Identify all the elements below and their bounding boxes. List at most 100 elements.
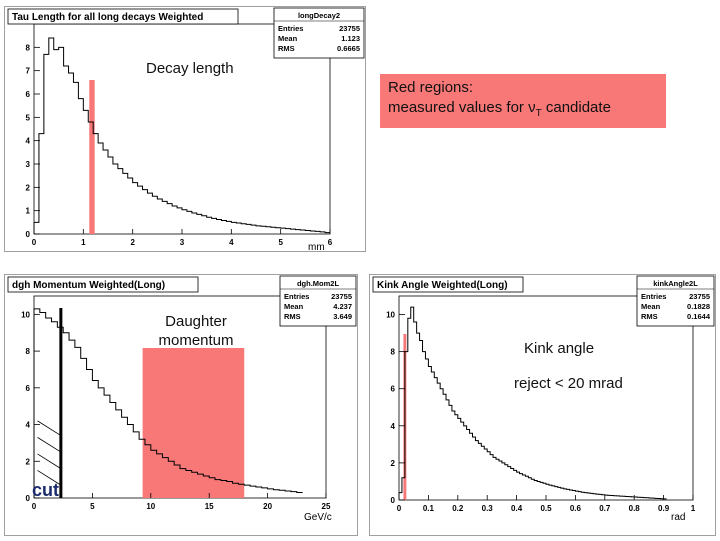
y-tick-label: 6 — [26, 90, 31, 99]
x-tick-label: 25 — [322, 502, 331, 511]
x-tick-label: 0.2 — [452, 504, 464, 513]
stats-key: Mean — [284, 302, 304, 311]
x-tick-label: 0.5 — [540, 504, 552, 513]
y-tick-label: 8 — [26, 43, 31, 52]
chart-title-box — [7, 276, 199, 293]
red-regions-box: Red regions: measured values for νT cand… — [380, 74, 666, 128]
x-tick-label: 5 — [278, 238, 283, 247]
red-regions-title: Red regions: — [388, 79, 474, 96]
x-tick-label: 0 — [397, 504, 402, 513]
histogram-line — [33, 37, 330, 234]
y-tick-label: 1 — [26, 207, 31, 216]
stats-key: Entries — [641, 292, 666, 301]
y-tick-label: 6 — [26, 384, 31, 393]
stats-value: 0.1828 — [687, 302, 710, 311]
x-tick-label: 4 — [229, 238, 234, 247]
x-tick-label: 0.1 — [423, 504, 435, 513]
x-axis-label: GeV/c — [304, 512, 332, 523]
x-tick-label: 1 — [81, 238, 86, 247]
panel-kink-angle: 0 0.1 0.2 0.3 0.4 0.5 0.6 0.7 0.8 0.9 1 0 2 4 6 8 10 Kink… — [369, 274, 716, 536]
stats-box — [636, 275, 715, 327]
x-tick-label: 10 — [146, 502, 155, 511]
cut-hatch — [37, 470, 62, 486]
stats-box — [273, 7, 365, 59]
y-tick-label: 10 — [21, 310, 30, 319]
x-axis-label: mm — [308, 242, 325, 252]
y-tick-label: 5 — [26, 113, 31, 122]
x-tick-label: 5 — [90, 502, 95, 511]
y-tick-label: 0 — [26, 494, 31, 503]
x-axis-label: rad — [671, 512, 685, 523]
stats-key: Mean — [641, 302, 661, 311]
chart-title: Tau Length for all long decays Weighted — [12, 12, 203, 23]
cut-hatch — [37, 453, 62, 469]
y-tick-label: 8 — [26, 347, 31, 356]
chart-title: Kink Angle Weighted(Long) — [377, 280, 508, 291]
cut-hatch — [37, 437, 62, 453]
cut-hatch — [37, 420, 62, 436]
stats-key: Mean — [278, 34, 298, 43]
histogram-line — [33, 308, 303, 498]
y-tick-label: 0 — [391, 496, 396, 505]
stats-name: kinkAngle2L — [653, 279, 698, 288]
x-tick-label: 15 — [205, 502, 214, 511]
stats-name: dgh.Mom2L — [297, 279, 339, 288]
x-tick-label: 2 — [130, 238, 135, 247]
stats-key: RMS — [278, 44, 295, 53]
y-tick-label: 4 — [391, 422, 396, 431]
histogram-line — [398, 306, 667, 500]
stats-name: longDecay2 — [298, 11, 340, 20]
stats-value: 23755 — [689, 292, 710, 301]
y-tick-label: 0 — [26, 230, 31, 239]
decay-length-label: Decay length — [146, 60, 234, 77]
x-tick-label: 0.3 — [482, 504, 494, 513]
stats-key: RMS — [284, 312, 301, 321]
stats-value: 0.6665 — [337, 44, 360, 53]
stats-value: 1.123 — [341, 34, 360, 43]
daughter-label-line1: Daughter — [165, 313, 227, 330]
x-tick-label: 1 — [691, 504, 696, 513]
reject-label: reject < 20 mrad — [514, 375, 623, 392]
x-tick-label: 0.8 — [629, 504, 641, 513]
stats-key: Entries — [278, 24, 303, 33]
y-tick-label: 3 — [26, 160, 31, 169]
cut-label: cut — [32, 480, 59, 500]
chart-title-box — [372, 276, 524, 293]
highlight-region — [89, 80, 95, 234]
y-tick-label: 7 — [26, 67, 31, 76]
y-tick-label: 6 — [391, 385, 396, 394]
kink-angle-label: Kink angle — [524, 340, 595, 357]
y-tick-label: 2 — [26, 457, 31, 466]
stats-value: 0.1644 — [687, 312, 711, 321]
stats-key: RMS — [641, 312, 658, 321]
y-tick-label: 2 — [26, 183, 31, 192]
red-regions-desc: measured values for νT candidate — [388, 99, 611, 119]
x-tick-label: 0 — [32, 502, 37, 511]
stats-box — [279, 275, 357, 327]
decay-length-chart: 0 1 2 3 4 5 6 0 1 2 3 4 5 6 7 8 Tau Length for all long … — [4, 6, 366, 253]
x-tick-label: 0.6 — [570, 504, 582, 513]
chart-title: dgh Momentum Weighted(Long) — [12, 280, 165, 291]
stats-value: 23755 — [331, 292, 352, 301]
highlight-region — [142, 348, 245, 498]
stats-value: 3.649 — [333, 312, 352, 321]
x-tick-label: 0 — [32, 238, 37, 247]
y-tick-label: 10 — [386, 311, 395, 320]
y-tick-label: 2 — [391, 459, 396, 468]
panel-decay-length: 0 1 2 3 4 5 6 0 1 2 3 4 5 6 7 8 Tau Length for all long … — [4, 6, 366, 253]
stats-value: 23755 — [339, 24, 360, 33]
daughter-label-line2: momentum — [158, 332, 234, 349]
stats-value: 4.237 — [333, 302, 352, 311]
daughter-momentum-label: Daughter momentum — [146, 312, 246, 350]
daughter-momentum-chart: 0 5 10 15 20 25 0 2 4 6 8 10 dgh Momentum Weighted(L… — [4, 274, 358, 536]
x-tick-label: 0.9 — [658, 504, 670, 513]
y-tick-label: 4 — [26, 421, 31, 430]
x-tick-label: 0.4 — [511, 504, 523, 513]
x-tick-label: 3 — [180, 238, 185, 247]
kink-angle-chart: 0 0.1 0.2 0.3 0.4 0.5 0.6 0.7 0.8 0.9 10246810Kink… — [369, 274, 716, 536]
x-tick-label: 20 — [263, 502, 272, 511]
chart-title-box — [7, 8, 239, 25]
stats-key: Entries — [284, 292, 309, 301]
y-tick-label: 4 — [26, 137, 31, 146]
panel-daughter-momentum: 0 5 10 15 20 25 0 2 4 6 8 10 dgh Momentum Weighted(L… — [4, 274, 358, 536]
